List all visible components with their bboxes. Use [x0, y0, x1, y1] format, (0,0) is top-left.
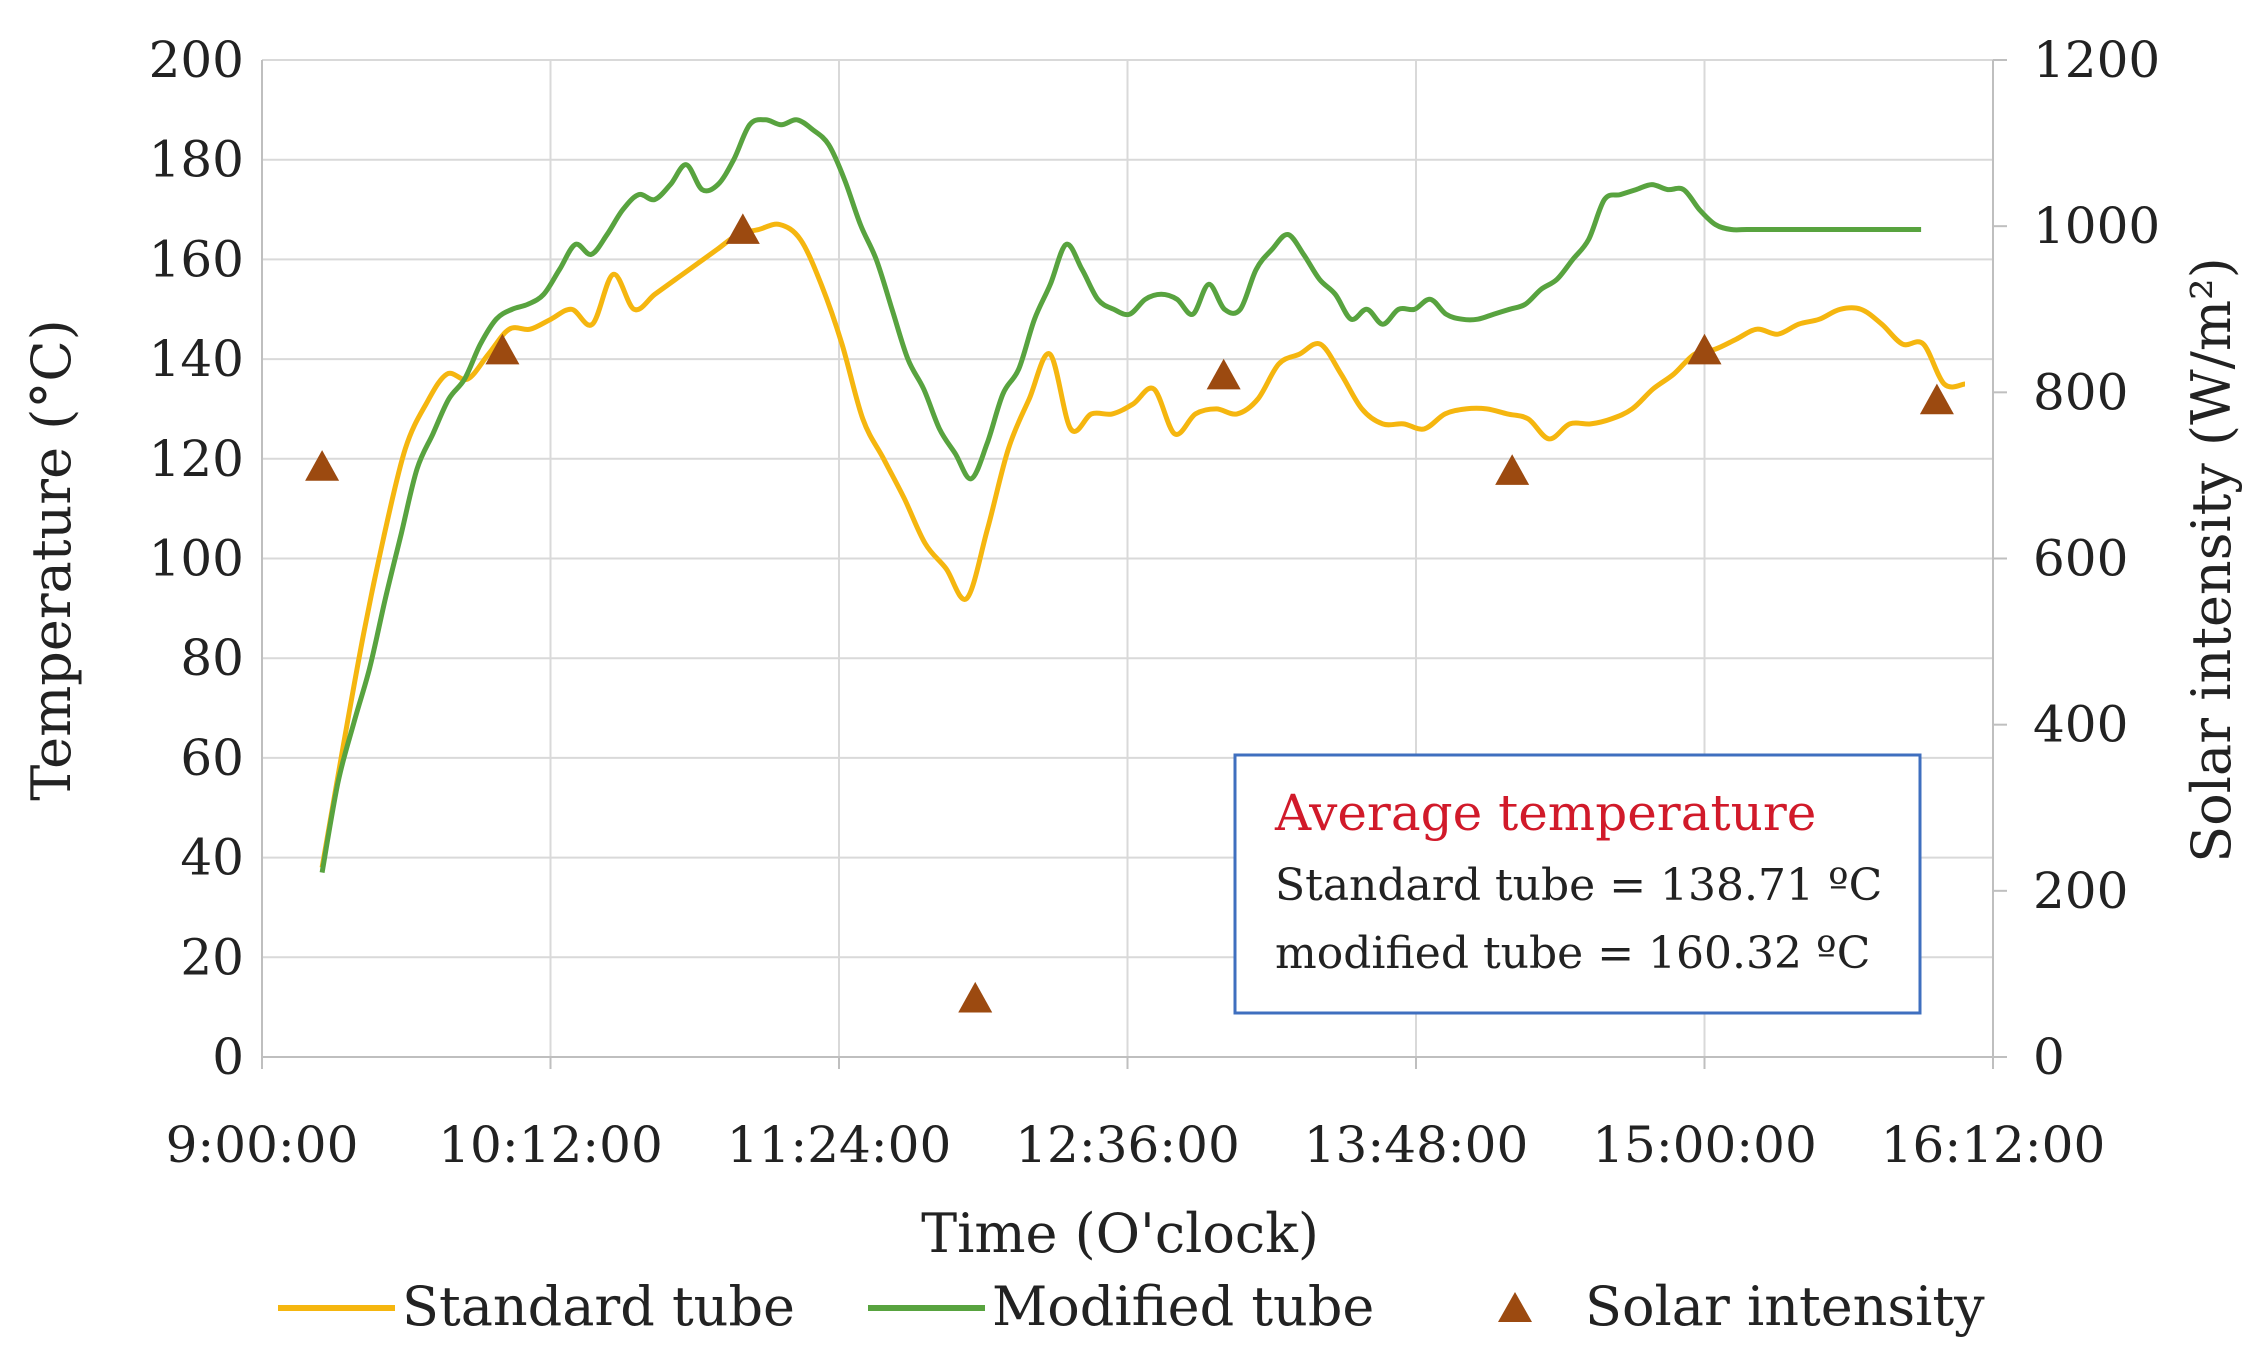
y2-tick-label: 600	[2033, 530, 2128, 588]
y2-tick-label: 800	[2033, 363, 2128, 421]
modified-tube-line	[319, 117, 1922, 874]
right-axis-ticks: 0 200 400 600 800 1000 1200	[1993, 31, 2160, 1086]
x-tick-label: 9:00:00	[166, 1116, 359, 1174]
y-tick-label: 200	[149, 31, 244, 89]
legend-standard-label: Standard tube	[402, 1275, 795, 1338]
legend-solar-label: Solar intensity	[1585, 1275, 1985, 1338]
solar-point	[1206, 358, 1241, 390]
left-axis-ticks: 0 20 40 60 80 100 120 140 160 180 200	[149, 31, 244, 1086]
y-tick-label: 160	[149, 230, 244, 288]
y2-tick-label: 1200	[2033, 31, 2160, 89]
x-tick-label: 10:12:00	[438, 1116, 663, 1174]
y2-axis-title: Solar intensity (W/m²)	[2180, 257, 2243, 862]
y-axis-title: Temperature (°C)	[20, 319, 83, 800]
y2-tick-label: 200	[2033, 862, 2128, 920]
annotation-standard: Standard tube = 138.71 ºC	[1275, 860, 1882, 911]
legend-solar-marker	[1498, 1292, 1532, 1322]
y-tick-label: 120	[149, 430, 244, 488]
x-tick-label: 11:24:00	[727, 1116, 952, 1174]
x-tick-label: 16:12:00	[1881, 1116, 2106, 1174]
x-axis-ticks: 9:00:00 10:12:00 11:24:00 12:36:00 13:48:00 1…	[166, 1057, 2106, 1174]
y2-tick-label: 0	[2033, 1028, 2065, 1086]
annotation-border	[1233, 753, 1922, 1015]
y2-tick-label: 1000	[2033, 197, 2160, 255]
x-tick-label: 15:00:00	[1592, 1116, 1817, 1174]
solar-point	[1495, 454, 1530, 485]
y-tick-label: 40	[180, 829, 244, 887]
y-tick-label: 100	[149, 530, 244, 588]
x-tick-label: 12:36:00	[1015, 1116, 1240, 1174]
solar-point	[725, 213, 760, 244]
legend-modified-label: Modified tube	[992, 1275, 1374, 1338]
y-tick-label: 140	[149, 330, 244, 388]
series-lines	[319, 117, 1966, 874]
standard-tube-line	[319, 221, 1966, 869]
annotation-title: Average temperature	[1274, 784, 1816, 842]
solar-point	[1919, 383, 1954, 415]
solar-point	[958, 981, 993, 1013]
y-tick-label: 60	[180, 729, 244, 787]
solar-markers	[305, 213, 1954, 1013]
x-axis-title: Time (O'clock)	[921, 1202, 1319, 1265]
legend: Standard tube Modified tube Solar intens…	[278, 1275, 1985, 1338]
solar-point	[1687, 333, 1722, 365]
y-tick-label: 80	[180, 629, 244, 687]
y-tick-label: 20	[180, 928, 244, 986]
annotation-box: Average temperature Standard tube = 138.…	[1233, 753, 1922, 1015]
solar-point	[305, 450, 340, 481]
y-tick-label: 180	[149, 131, 244, 189]
solar-point	[485, 333, 520, 365]
y-tick-label: 0	[212, 1028, 244, 1086]
x-tick-label: 13:48:00	[1304, 1116, 1529, 1174]
annotation-modified: modified tube = 160.32 ºC	[1275, 928, 1870, 979]
y2-tick-label: 400	[2033, 696, 2128, 754]
